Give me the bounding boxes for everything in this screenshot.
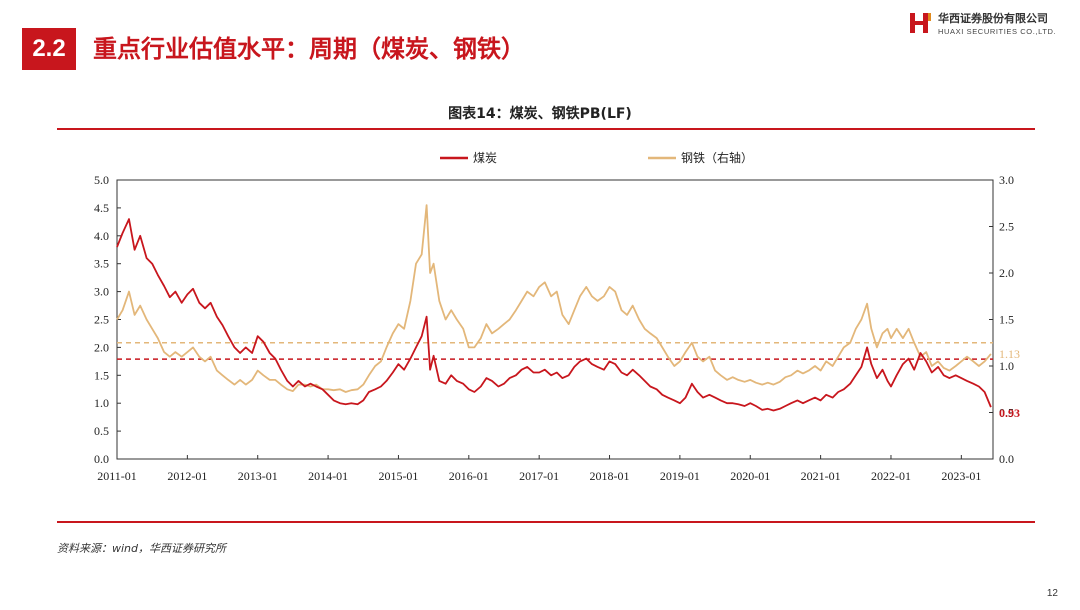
y-right-tick-label: 2.5 (999, 220, 1014, 234)
y-left-tick-label: 4.0 (94, 229, 109, 243)
y-right-tick-label: 0.0 (999, 452, 1014, 466)
x-tick-label: 2023-01 (941, 469, 981, 483)
series-end-label-steel: 1.13 (999, 347, 1020, 361)
y-left-tick-label: 2.5 (94, 313, 109, 327)
x-tick-label: 2015-01 (378, 469, 418, 483)
x-tick-label: 2013-01 (238, 469, 278, 483)
y-right-tick-label: 0.5 (999, 406, 1014, 420)
legend-label-coal: 煤炭 (473, 151, 497, 165)
company-logo: 华西证券股份有限公司 HUAXI SECURITIES CO.,LTD. (908, 8, 1074, 40)
logo-company-name-en: HUAXI SECURITIES CO.,LTD. (938, 27, 1057, 36)
x-tick-label: 2020-01 (730, 469, 770, 483)
y-left-tick-label: 3.5 (94, 257, 109, 271)
x-tick-label: 2019-01 (660, 469, 700, 483)
page-title: 重点行业估值水平：周期（煤炭、钢铁） (93, 35, 525, 63)
y-left-tick-label: 0.5 (94, 424, 109, 438)
series-line-coal (116, 218, 992, 412)
series-end-label-coal: 0.93 (999, 406, 1020, 420)
x-tick-label: 2011-01 (97, 469, 137, 483)
source-note: 资料来源：wind，华西证券研究所 (57, 542, 227, 555)
x-tick-label: 2021-01 (801, 469, 841, 483)
chart-legend: 煤炭 钢铁（右轴） (440, 150, 753, 165)
top-divider (57, 128, 1035, 130)
chart-axes: 0.0 0.5 1.0 1.5 2.0 2.5 3.0 3.5 4.0 4.5 5.0 0.0 0.5 1… (94, 173, 1014, 483)
y-right-tick-label: 2.0 (999, 266, 1014, 280)
x-tick-label: 2012-01 (167, 469, 207, 483)
legend-label-steel: 钢铁（右轴） (681, 150, 753, 165)
y-right-tick-label: 1.5 (999, 313, 1014, 327)
x-tick-label: 2017-01 (519, 469, 559, 483)
y-left-tick-label: 1.0 (94, 396, 109, 410)
y-left-tick-label: 2.0 (94, 340, 109, 354)
y-left-tick-label: 0.0 (94, 452, 109, 466)
series-line-steel (116, 204, 992, 393)
y-left-tick-label: 1.5 (94, 368, 109, 382)
huaxi-logo-icon (910, 13, 931, 33)
chart-title: 图表14：煤炭、钢铁PB(LF) (448, 106, 632, 122)
logo-company-name-cn: 华西证券股份有限公司 (938, 12, 1048, 25)
x-tick-label: 2016-01 (449, 469, 489, 483)
page-number: 12 (1046, 588, 1058, 599)
chart-series: 0.93 1.13 (116, 204, 1020, 420)
y-right-tick-label: 3.0 (999, 173, 1014, 187)
y-left-tick-label: 5.0 (94, 173, 109, 187)
bottom-divider (57, 521, 1035, 523)
x-tick-label: 2018-01 (590, 469, 630, 483)
section-number-badge: 2.2 (22, 28, 76, 70)
y-right-tick-label: 1.0 (999, 359, 1014, 373)
y-left-tick-label: 4.5 (94, 201, 109, 215)
x-tick-label: 2014-01 (308, 469, 348, 483)
x-tick-label: 2022-01 (871, 469, 911, 483)
y-left-tick-label: 3.0 (94, 285, 109, 299)
